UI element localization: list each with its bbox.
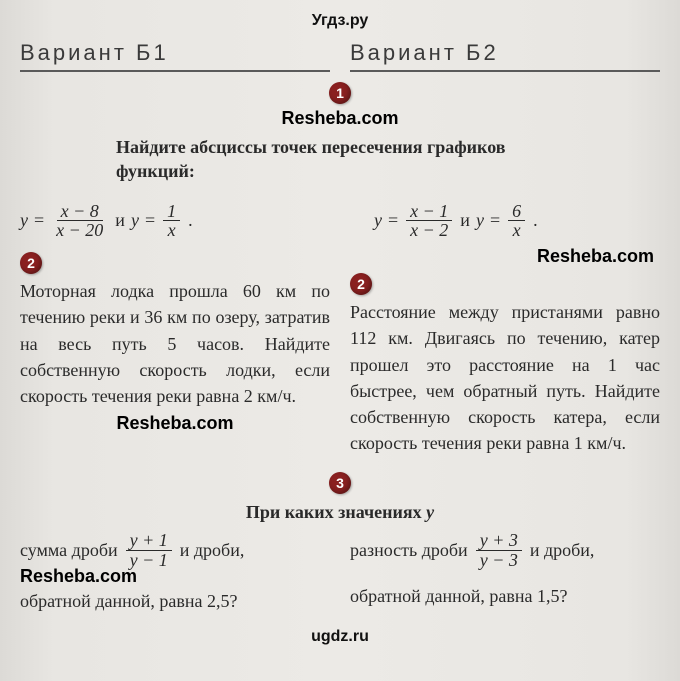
q3-left-row2: обратной данной, равна 2,5? [20,589,330,614]
q3-right: разность дроби y + 3 y − 3 и дроби, обра… [350,531,660,614]
bottom-url: ugdz.ru [20,624,660,650]
frac-1-den: x − 20 [52,221,107,240]
q3-right-t2: и дроби, [530,538,595,563]
var-y: y [20,210,28,231]
q3-title: При каких значениях y [20,502,660,523]
q1-columns: y = x − 8 x − 20 и y = 1 x . 2 Моторная … [20,196,660,462]
q3-title-prefix: При каких значениях [246,502,426,522]
q1-instruction: Найдите абсциссы точек пересечения графи… [116,135,564,184]
watermark-4: Resheba.com [20,564,137,589]
bullet-2-right: 2 [350,273,372,295]
q3-left-t3: обратной данной, равна 2,5? [20,589,237,614]
eq-sign-2: = [145,210,155,231]
dot: . [188,210,193,231]
dot-r: . [533,210,538,231]
columns: Вариант Б1 Вариант Б2 [20,40,660,80]
frac-r2-den: x [509,221,525,240]
q3-right-t1: разность дроби [350,538,468,563]
watermark-2: Resheba.com [537,246,654,266]
eq-sign-r: = [388,210,398,231]
eq-sign: = [34,210,44,231]
variant-title-right: Вариант Б2 [350,40,660,72]
frac-r1: x − 1 x − 2 [406,202,452,241]
q3-right-t3: обратной данной, равна 1,5? [350,584,567,609]
q3-left-t2: и дроби, [180,538,245,563]
frac-r1-den: x − 2 [406,221,452,240]
q1-left: y = x − 8 x − 20 и y = 1 x . 2 Моторная … [20,196,330,462]
frac-r1-num: x − 1 [406,202,452,222]
q3-left-t1: сумма дроби [20,538,118,563]
var-y-r: y [374,210,382,231]
and-text: и [115,210,125,231]
variant-title-left: Вариант Б1 [20,40,330,72]
eq-sign-2r: = [490,210,500,231]
and-text-r: и [460,210,470,231]
q3-left: сумма дроби y + 1 y − 1 и дроби, Resheba… [20,531,330,614]
column-left: Вариант Б1 [20,40,330,80]
q3-right-frac-num: y + 3 [476,531,522,551]
frac-1: x − 8 x − 20 [52,202,107,241]
q1-left-formula: y = x − 8 x − 20 и y = 1 x . [20,202,330,241]
q2-left-text: Моторная лодка прошла 60 км по течению р… [20,278,330,408]
q2-right-text: Расстояние между пристанями равно 112 км… [350,299,660,456]
frac-1-num: x − 8 [57,202,103,222]
frac-r2-num: 6 [508,202,525,222]
frac-2: 1 x [163,202,180,241]
column-right: Вариант Б2 [350,40,660,80]
q3-header: 3 При каких значениях y [20,472,660,523]
q1-header: 1 Resheba.com Найдите абсциссы точек пер… [20,82,660,184]
q3-left-wm-row: Resheba.com [20,564,330,589]
var-y2: y [131,210,139,231]
q3-columns: сумма дроби y + 1 y − 1 и дроби, Resheba… [20,531,660,614]
q3-right-frac: y + 3 y − 3 [476,531,522,570]
q3-left-frac-num: y + 1 [126,531,172,551]
watermark-1: Resheba.com [281,108,398,129]
q3-right-frac-den: y − 3 [476,551,522,570]
q1-right: y = x − 1 x − 2 и y = 6 x . Resheba.com … [350,196,660,462]
q3-right-row2: обратной данной, равна 1,5? [350,584,660,609]
bullet-3: 3 [329,472,351,494]
q3-block: 3 При каких значениях y сумма дроби y + … [20,472,660,614]
q3-title-var: y [426,502,434,522]
watermark-3: Resheba.com [116,413,233,433]
q1-right-formula: y = x − 1 x − 2 и y = 6 x . [350,202,660,241]
page-container: Угдз.ру Вариант Б1 Вариант Б2 1 Resheba.… [0,0,680,681]
bullet-2-left: 2 [20,252,42,274]
frac-r2: 6 x [508,202,525,241]
bullet-1: 1 [329,82,351,104]
top-url: Угдз.ру [20,8,660,34]
frac-2-den: x [164,221,180,240]
var-y2-r: y [476,210,484,231]
frac-2-num: 1 [163,202,180,222]
q3-right-row1: разность дроби y + 3 y − 3 и дроби, [350,531,660,570]
